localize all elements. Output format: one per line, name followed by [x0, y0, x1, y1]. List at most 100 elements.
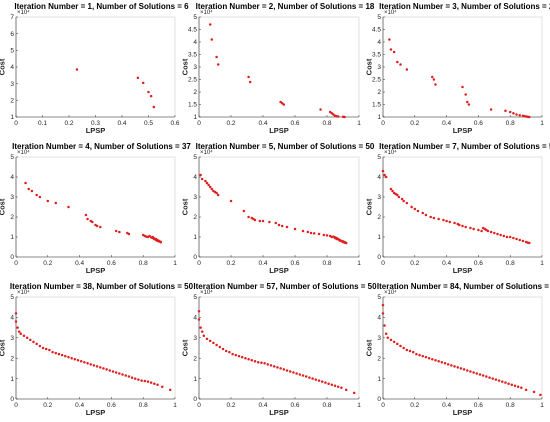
data-point [44, 347, 48, 351]
chart-title: Iteration Number = 4, Number of Solution… [12, 142, 191, 151]
data-point [237, 354, 241, 358]
x-tick-label: 0.6 [290, 120, 299, 127]
data-point [105, 368, 108, 371]
data-point [57, 352, 61, 356]
y-axis-label: Cost [0, 198, 7, 215]
y-tick-label: 5 [193, 294, 197, 301]
data-point [216, 193, 220, 197]
data-point [513, 384, 517, 387]
data-point [242, 209, 246, 213]
data-point [25, 336, 29, 340]
panel-8: Iteration Number = 57, Number of Solutio… [181, 282, 378, 417]
x-tick-label: 1 [173, 402, 177, 409]
data-point [408, 349, 412, 353]
x-tick-label: 0.4 [442, 260, 451, 267]
data-point [215, 55, 218, 59]
data-point [30, 189, 34, 193]
data-point [344, 241, 348, 245]
data-point [516, 385, 520, 389]
data-point [532, 390, 536, 394]
x-tick-label: 0.2 [226, 260, 235, 267]
x-tick-label: 0.8 [506, 120, 515, 127]
data-point [384, 175, 388, 179]
x-tick-label: 0 [381, 402, 385, 409]
y-tick-label: 0 [10, 396, 14, 403]
data-point [247, 75, 250, 79]
data-point [304, 375, 308, 378]
data-point [301, 229, 305, 233]
data-point [489, 108, 493, 111]
x-tick-label: 0.2 [64, 120, 73, 127]
y-tick-label: 5 [10, 294, 14, 301]
data-point [124, 374, 127, 377]
data-point [218, 345, 222, 349]
plot-frame [382, 16, 543, 118]
data-point [405, 348, 409, 352]
x-tick-label: 0.4 [75, 402, 84, 409]
x-axis-label: LPSP [453, 408, 473, 417]
x-axis-label: LPSP [86, 266, 106, 275]
data-point [389, 187, 393, 191]
data-point [272, 365, 276, 368]
data-point [75, 68, 79, 71]
data-point [121, 373, 124, 376]
data-point [434, 358, 437, 362]
data-point [397, 195, 401, 199]
panel-3: Iteration Number = 3, Number of Solution… [365, 2, 550, 135]
data-point [481, 374, 485, 377]
data-point [67, 205, 70, 209]
x-tick-label: 0.1 [38, 120, 47, 127]
data-point [208, 339, 212, 343]
x-tick-label: 0.2 [410, 402, 419, 409]
data-point [453, 365, 456, 368]
x-tick-label: 0 [381, 260, 385, 267]
plot-frame [198, 296, 360, 400]
data-point [508, 235, 512, 239]
data-point [336, 385, 340, 389]
data-point [400, 197, 404, 201]
y-tick-label: 0 [193, 396, 197, 403]
data-point [402, 346, 405, 350]
data-point [502, 234, 506, 238]
y-tick-label: 4.5 [372, 27, 381, 34]
y-axis-label: Cost [0, 339, 7, 356]
data-point [301, 374, 305, 377]
y-tick-label: 0 [10, 254, 14, 261]
data-point [76, 358, 80, 362]
x-tick-label: 1 [357, 402, 361, 409]
data-point [475, 372, 479, 375]
data-point [95, 365, 99, 368]
data-point [405, 68, 409, 71]
x-axis-label: LPSP [86, 408, 106, 417]
data-point [200, 330, 204, 333]
data-point [89, 363, 92, 366]
data-point [515, 113, 518, 116]
plot-frame [198, 16, 360, 118]
y-tick-label: 5 [10, 48, 14, 55]
y-multiplier: ×10⁴ [200, 9, 213, 16]
data-point [437, 217, 440, 221]
y-tick-label: 3.5 [188, 52, 197, 59]
data-point [199, 326, 202, 329]
data-point [488, 376, 491, 379]
x-tick-label: 1 [357, 260, 361, 267]
panel-7: Iteration Number = 38, Number of Solutio… [0, 282, 194, 417]
y-tick-label: 1 [377, 234, 381, 241]
data-point [197, 310, 201, 313]
x-tick-label: 0.8 [139, 402, 148, 409]
data-point [38, 195, 42, 199]
y-tick-label: 1 [10, 234, 14, 241]
data-point [92, 364, 96, 367]
y-tick-label: 3 [193, 335, 197, 342]
y-tick-label: 4 [377, 39, 381, 46]
data-point [518, 114, 521, 117]
data-point [268, 220, 271, 224]
data-point [411, 350, 415, 354]
data-point [240, 355, 244, 359]
data-point [450, 364, 453, 367]
data-point [461, 224, 464, 228]
data-point [504, 109, 507, 112]
data-point [99, 366, 102, 369]
y-tick-label: 0 [377, 254, 381, 261]
chart-title: Iteration Number = 5, Number of Solution… [196, 142, 375, 151]
